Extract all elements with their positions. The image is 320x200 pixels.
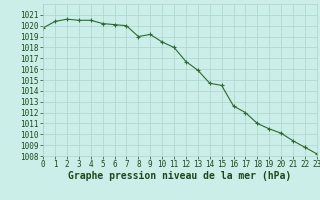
X-axis label: Graphe pression niveau de la mer (hPa): Graphe pression niveau de la mer (hPa) bbox=[68, 171, 292, 181]
